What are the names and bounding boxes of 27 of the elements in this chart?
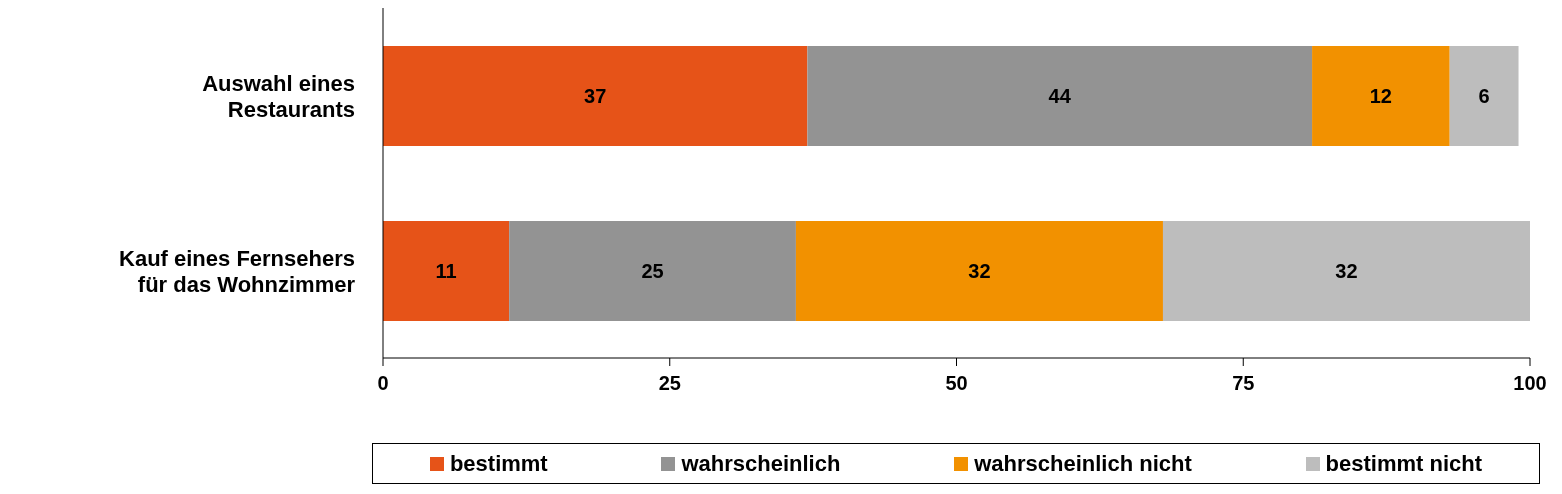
bar [1449, 46, 1519, 146]
data-label: 12 [1369, 85, 1393, 108]
bar [795, 221, 1163, 321]
x-tick-label: 0 [377, 372, 389, 395]
y-tick-label: Auswahl eines Restaurants [202, 70, 355, 121]
data-label: 32 [968, 260, 991, 283]
data-label: 37 [584, 85, 607, 108]
bar [509, 221, 796, 321]
bar [1162, 221, 1530, 321]
bar [383, 221, 510, 321]
data-label: 6 [1478, 85, 1490, 108]
data-label: 32 [1335, 260, 1358, 283]
x-tick-label: 75 [1232, 372, 1255, 395]
data-label: 11 [435, 260, 457, 283]
legend-label: bestimmt nicht [1324, 450, 1483, 477]
y-tick-label: Kauf eines Fernsehers für das Wohnzimmer [119, 245, 356, 296]
data-label: 25 [641, 260, 664, 283]
x-tick-label: 25 [658, 372, 681, 395]
data-label: 44 [1048, 85, 1072, 108]
x-tick-label: 100 [1513, 372, 1547, 395]
legend-label: wahrscheinlich [680, 450, 841, 477]
legend-label: wahrscheinlich nicht [973, 450, 1192, 477]
bar [807, 46, 1313, 146]
x-tick-label: 50 [945, 372, 968, 395]
bar [1312, 46, 1450, 146]
legend-label: bestimmt [448, 450, 548, 477]
bar [383, 46, 808, 146]
